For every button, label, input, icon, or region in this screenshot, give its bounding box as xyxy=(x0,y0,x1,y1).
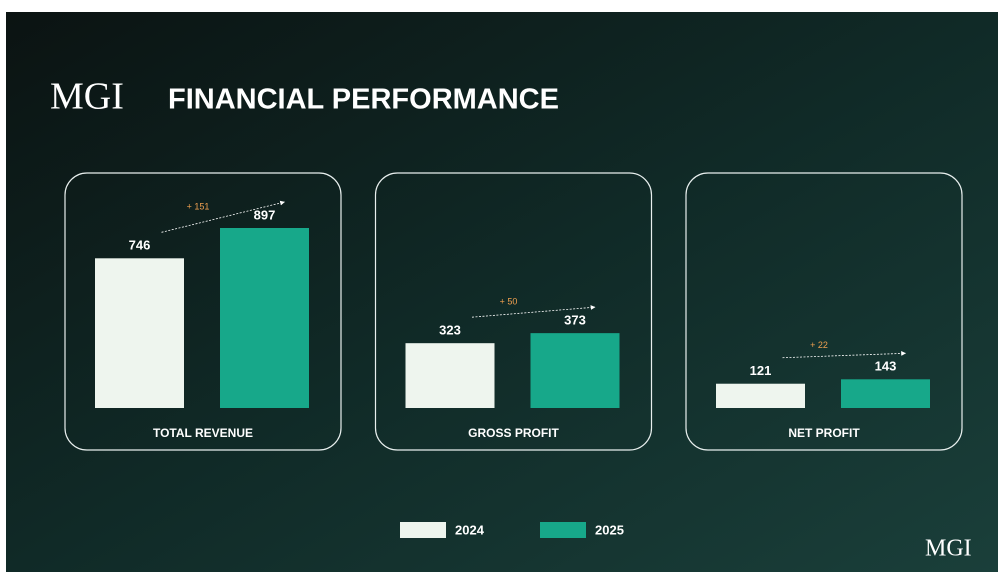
bar xyxy=(405,343,495,408)
bar xyxy=(530,333,620,408)
bar xyxy=(841,379,930,408)
legend-label: 2025 xyxy=(595,522,624,537)
chart-title: GROSS PROFIT xyxy=(468,426,559,440)
legend: 2024 2025 xyxy=(400,522,624,538)
bar xyxy=(95,258,184,408)
change-arrow xyxy=(471,305,596,318)
value-label: 897 xyxy=(254,207,276,222)
chart-title: TOTAL REVENUE xyxy=(153,426,253,440)
slide-title: FINANCIAL PERFORMANCE xyxy=(168,84,559,116)
change-arrow xyxy=(161,200,285,233)
legend-label: 2024 xyxy=(455,522,485,537)
legend-swatch xyxy=(400,522,446,538)
chart-title: NET PROFIT xyxy=(788,426,860,440)
change-label: + 50 xyxy=(500,297,518,307)
value-label: 373 xyxy=(564,313,586,328)
panel xyxy=(685,172,963,451)
footer-logo: MGI xyxy=(925,536,972,562)
value-label: 143 xyxy=(875,359,897,374)
change-label: + 22 xyxy=(810,340,828,350)
change-label: + 151 xyxy=(187,202,210,212)
panel xyxy=(374,172,653,451)
panel xyxy=(64,172,342,451)
bar xyxy=(716,383,805,408)
logo: MGI xyxy=(50,76,124,118)
change-arrow xyxy=(782,351,906,359)
bar xyxy=(220,228,309,408)
value-label: 746 xyxy=(129,238,151,253)
value-label: 121 xyxy=(750,363,772,378)
legend-swatch xyxy=(540,522,586,538)
value-label: 323 xyxy=(439,323,461,338)
